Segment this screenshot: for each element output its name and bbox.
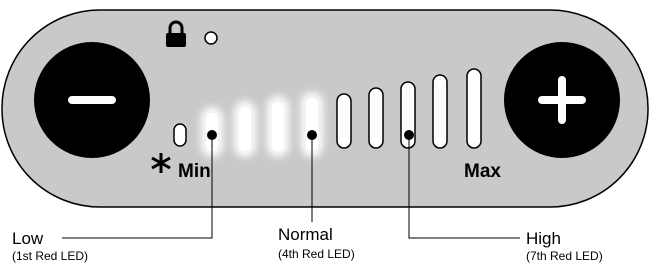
plus-icon	[558, 76, 566, 124]
callout-label: Low	[12, 229, 44, 248]
callout-label: High	[526, 229, 561, 248]
max-label: Max	[464, 161, 501, 182]
callout-label: Normal	[278, 225, 333, 244]
eco-led	[174, 124, 186, 146]
diagram: Min Max Low (1st Red LED) Normal (4th Re…	[0, 0, 650, 264]
minus-icon	[68, 96, 116, 104]
callout-note: (1st Red LED)	[12, 249, 88, 263]
callout-note: (7th Red LED)	[526, 249, 603, 263]
lock-led	[205, 32, 217, 44]
callout-note: (4th Red LED)	[278, 247, 355, 261]
min-label: Min	[178, 161, 211, 182]
